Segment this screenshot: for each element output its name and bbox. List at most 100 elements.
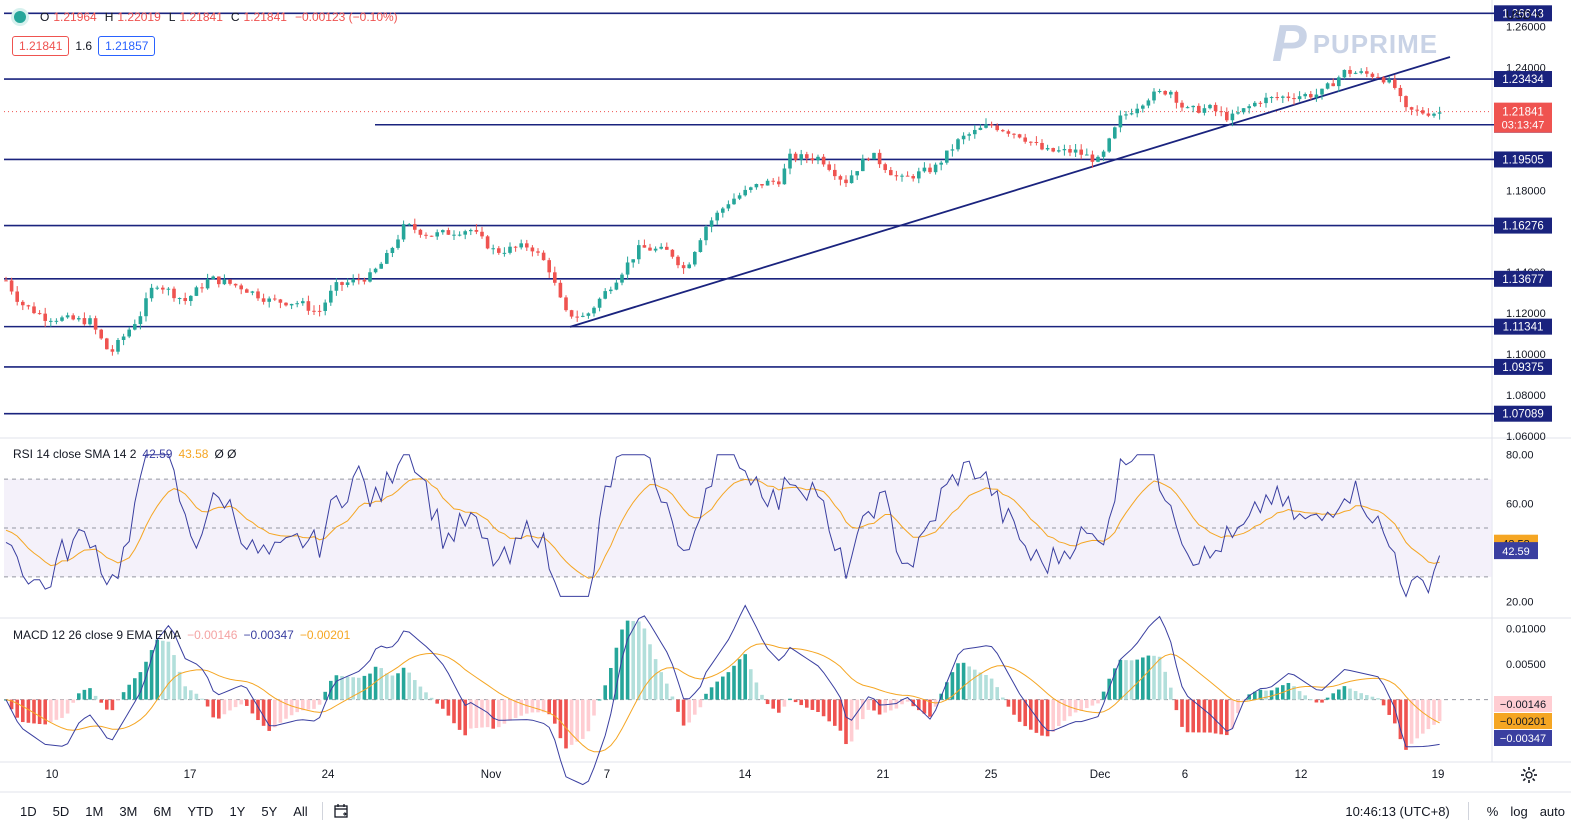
candle-body bbox=[340, 282, 344, 285]
macd-histogram-bar bbox=[1342, 686, 1347, 700]
buy-price-button[interactable]: 1.21857 bbox=[98, 36, 156, 56]
tf-1d[interactable]: 1D bbox=[20, 803, 37, 819]
candle-body bbox=[933, 164, 938, 173]
candle-body bbox=[133, 324, 137, 330]
candle-body bbox=[429, 235, 434, 237]
candle-body bbox=[519, 243, 523, 248]
candle-body bbox=[883, 164, 887, 171]
candle-body bbox=[1393, 79, 1397, 88]
macd-histogram-bar bbox=[513, 699, 518, 719]
candle-body bbox=[592, 307, 596, 314]
candle-body bbox=[1381, 77, 1386, 83]
currency-selector[interactable]: USD ˅ bbox=[1506, 8, 1542, 22]
clock-display[interactable]: 10:46:13 (UTC+8) bbox=[1345, 803, 1450, 819]
candle-body bbox=[480, 231, 484, 237]
date-range-icon[interactable] bbox=[333, 803, 351, 819]
macd-histogram-bar bbox=[732, 665, 736, 700]
macd-histogram-bar bbox=[810, 699, 815, 710]
log-scale-toggle[interactable]: log bbox=[1510, 803, 1528, 819]
macd-histogram-bar bbox=[357, 677, 361, 700]
macd-histogram-bar bbox=[838, 699, 843, 731]
macd-histogram-bar bbox=[222, 699, 227, 715]
macd-histogram-bar bbox=[441, 699, 445, 709]
macd-histogram-bar bbox=[200, 698, 204, 700]
macd-histogram-bar bbox=[1286, 682, 1291, 700]
macd-histogram-bar bbox=[362, 675, 367, 700]
macd-histogram-bar bbox=[721, 676, 725, 700]
candle-body bbox=[1303, 94, 1307, 97]
macd-histogram-bar bbox=[1174, 699, 1179, 711]
candle-body bbox=[1421, 110, 1425, 114]
macd-histogram-bar bbox=[1404, 699, 1408, 750]
tf-ytd[interactable]: YTD bbox=[187, 803, 214, 819]
macd-legend[interactable]: MACD 12 26 close 9 EMA EMA −0.00146 −0.0… bbox=[13, 628, 350, 642]
candle-body bbox=[1219, 111, 1223, 113]
candle-body bbox=[1437, 112, 1442, 114]
tf-5d[interactable]: 5D bbox=[52, 803, 70, 819]
macd-histogram-bar bbox=[1085, 699, 1089, 709]
tf-5y[interactable]: 5Y bbox=[261, 803, 278, 819]
candle-body bbox=[1073, 149, 1078, 153]
macd-histogram-bar bbox=[1348, 688, 1352, 700]
candle-body bbox=[463, 231, 467, 235]
close-label: C bbox=[230, 10, 240, 24]
candle-body bbox=[737, 195, 742, 199]
tf-1m[interactable]: 1M bbox=[85, 803, 104, 819]
candle-body bbox=[821, 156, 826, 165]
macd-histogram-bar bbox=[1331, 693, 1335, 700]
tf-all[interactable]: All bbox=[293, 803, 308, 819]
sell-price-button[interactable]: 1.21841 bbox=[12, 36, 70, 56]
candle-body bbox=[838, 176, 843, 180]
candle-body bbox=[289, 303, 294, 306]
settings-gear-icon[interactable] bbox=[1520, 766, 1538, 784]
macd-histogram-bar bbox=[1208, 699, 1212, 733]
macd-histogram-bar bbox=[306, 699, 311, 710]
macd-histogram-bar bbox=[525, 699, 529, 714]
candle-body bbox=[1309, 94, 1313, 98]
auto-scale-toggle[interactable]: auto bbox=[1539, 803, 1565, 819]
candle-body bbox=[278, 299, 283, 303]
high-label: H bbox=[104, 10, 114, 24]
macd-histogram-bar bbox=[1365, 695, 1369, 700]
macd-histogram-bar bbox=[1241, 699, 1246, 701]
candle-body bbox=[721, 208, 725, 213]
rsi-legend[interactable]: RSI 14 close SMA 14 2 42.59 43.58 Ø Ø bbox=[13, 447, 236, 461]
candle-body bbox=[917, 171, 921, 179]
candle-body bbox=[637, 245, 641, 260]
candle-body bbox=[1001, 130, 1005, 132]
price-level-label: 1.16276 bbox=[1502, 221, 1544, 233]
candle-body bbox=[65, 315, 70, 318]
quote-panel: 1.21841 1.6 1.21857 bbox=[12, 36, 156, 56]
macd-histogram-bar bbox=[105, 699, 109, 710]
candle-body bbox=[525, 243, 529, 248]
candle-body bbox=[295, 303, 299, 305]
spread-value: 1.6 bbox=[75, 39, 93, 53]
macd-histogram-bar bbox=[905, 699, 910, 702]
macd-histogram-bar bbox=[1101, 691, 1106, 700]
candle-body bbox=[1286, 96, 1291, 99]
candle-body bbox=[362, 280, 367, 282]
macd-histogram-bar bbox=[71, 699, 75, 703]
candle-body bbox=[855, 171, 859, 176]
candle-body bbox=[670, 249, 675, 257]
candle-body bbox=[1135, 108, 1139, 114]
tf-1y[interactable]: 1Y bbox=[229, 803, 246, 819]
macd-histogram-bar bbox=[189, 690, 193, 700]
macd-tick-label: 0.01000 bbox=[1506, 624, 1546, 636]
macd-histogram-bar bbox=[569, 699, 574, 745]
candle-body bbox=[1107, 138, 1111, 152]
macd-histogram-bar bbox=[765, 699, 770, 705]
candle-body bbox=[155, 287, 159, 289]
time-axis-label: Nov bbox=[481, 769, 502, 781]
percent-scale-toggle[interactable]: % bbox=[1486, 803, 1499, 819]
tf-3m[interactable]: 3M bbox=[119, 803, 138, 819]
candle-body bbox=[1258, 102, 1263, 104]
candle-body bbox=[93, 318, 98, 330]
tf-6m[interactable]: 6M bbox=[153, 803, 172, 819]
candle-body bbox=[816, 156, 820, 161]
macd-histogram-bar bbox=[1409, 699, 1414, 744]
candle-body bbox=[1045, 148, 1050, 150]
macd-histogram-bar bbox=[1169, 687, 1173, 700]
macd-histogram-bar bbox=[749, 669, 753, 700]
